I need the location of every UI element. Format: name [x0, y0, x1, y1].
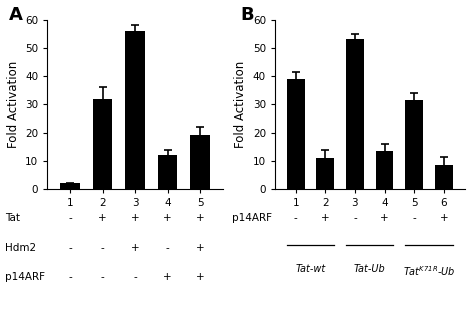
Bar	[125, 31, 145, 189]
Text: Tat$\mathregular{^{K71R}}$-Ub: Tat$\mathregular{^{K71R}}$-Ub	[403, 264, 455, 278]
Text: A: A	[9, 6, 23, 24]
Text: +: +	[439, 214, 448, 223]
Text: -: -	[353, 214, 357, 223]
Text: -: -	[68, 272, 72, 282]
Text: -: -	[68, 243, 72, 253]
Text: +: +	[321, 214, 329, 223]
Text: -: -	[101, 272, 104, 282]
Text: +: +	[196, 272, 204, 282]
Y-axis label: Fold Activation: Fold Activation	[7, 61, 20, 148]
Bar	[435, 165, 453, 189]
Text: -: -	[101, 243, 104, 253]
Bar	[287, 79, 304, 189]
Text: -: -	[166, 243, 169, 253]
Text: Tat: Tat	[5, 214, 20, 223]
Text: -: -	[412, 214, 416, 223]
Bar	[316, 158, 334, 189]
Text: Tat-wt: Tat-wt	[295, 264, 326, 274]
Bar	[60, 184, 80, 189]
Bar	[158, 155, 177, 189]
Bar	[93, 99, 112, 189]
Text: -: -	[133, 272, 137, 282]
Text: +: +	[380, 214, 389, 223]
Text: p14ARF: p14ARF	[5, 272, 45, 282]
Text: -: -	[68, 214, 72, 223]
Text: Hdm2: Hdm2	[5, 243, 36, 253]
Y-axis label: Fold Activation: Fold Activation	[234, 61, 247, 148]
Text: p14ARF: p14ARF	[232, 214, 272, 223]
Text: +: +	[163, 272, 172, 282]
Text: Tat-Ub: Tat-Ub	[354, 264, 385, 274]
Text: +: +	[163, 214, 172, 223]
Text: +: +	[98, 214, 107, 223]
Text: +: +	[196, 214, 204, 223]
Bar	[190, 135, 210, 189]
Text: B: B	[241, 6, 255, 24]
Text: +: +	[131, 214, 139, 223]
Text: -: -	[294, 214, 298, 223]
Bar	[375, 151, 393, 189]
Text: +: +	[196, 243, 204, 253]
Bar	[405, 100, 423, 189]
Bar	[346, 39, 364, 189]
Text: +: +	[131, 243, 139, 253]
